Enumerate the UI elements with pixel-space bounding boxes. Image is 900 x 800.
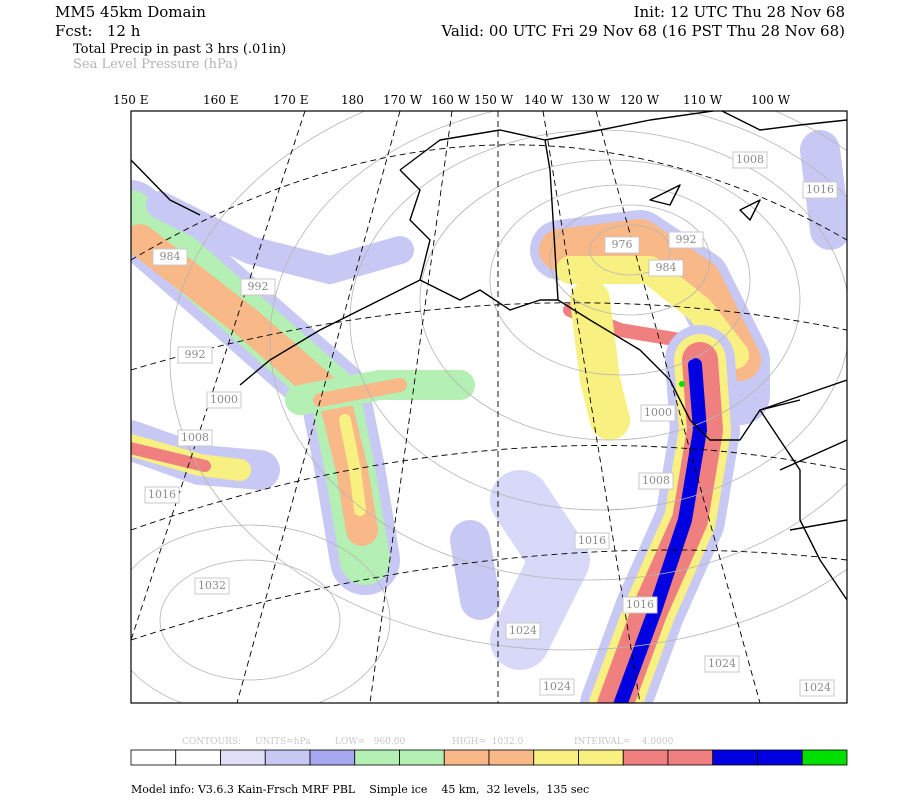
color-bar-cell [354, 749, 400, 766]
longitude-label: 120 W [620, 93, 660, 107]
contours-label: CONTOURS: [182, 737, 241, 747]
color-bar-cell [757, 749, 803, 766]
contour-label: 992 [676, 233, 697, 246]
contour-label: 1016 [626, 598, 654, 611]
color-bar [130, 749, 848, 766]
contour-label-box [668, 231, 704, 249]
model-title: MM5 45km Domain [55, 3, 206, 21]
field-pressure: Sea Level Pressure (hPa) [73, 57, 238, 72]
color-bar-cell [399, 749, 445, 766]
contour-label-box [732, 151, 768, 169]
color-bar-cell [801, 749, 848, 766]
interval-label: INTERVAL= 4.0000 [574, 737, 674, 747]
contour-label-box [177, 346, 213, 364]
contour-label-box [152, 248, 188, 266]
longitude-label: 180 [341, 93, 364, 107]
contour-label: 976 [612, 238, 633, 251]
color-bar-cell [220, 749, 266, 766]
contour-label-box [574, 532, 610, 550]
contour-label-box [604, 236, 640, 254]
color-bar-cell [622, 749, 669, 766]
contour-label-box [144, 486, 180, 504]
color-bar-cell [309, 749, 356, 766]
high-label: HIGH= 1032.0 [452, 737, 523, 747]
contour-label-box [194, 577, 230, 595]
contour-label: 1024 [509, 624, 537, 637]
color-bar-cell [667, 749, 714, 766]
contour-label: 1016 [578, 534, 606, 547]
forecast-hour: Fcst: 12 h [55, 22, 141, 40]
valid-time: Valid: 00 UTC Fri 29 Nov 68 (16 PST Thu … [440, 22, 845, 40]
contour-label-box [638, 472, 674, 490]
color-bar-cell [533, 749, 579, 766]
units-label: UNITS=hPa [255, 737, 311, 747]
longitude-label: 140 W [524, 93, 564, 107]
longitude-label: 160 W [431, 93, 471, 107]
contour-label-box [505, 622, 541, 640]
color-bar-cell [175, 749, 221, 766]
contour-label: 984 [656, 261, 677, 274]
color-bar-cell [712, 749, 758, 766]
contour-labels: 1008 1016 976 992 984 984 992 992 1000 1008 1016 10… [144, 151, 838, 697]
contour-label-box [799, 679, 835, 697]
contour-label: 984 [160, 250, 181, 263]
contour-label: 1032 [198, 579, 226, 592]
contour-label-box [622, 596, 658, 614]
longitude-label: 130 W [571, 93, 611, 107]
low-label: LOW= 960.00 [335, 737, 405, 747]
model-info: Model info: V3.6.3 Kain-Frsch MRF PBL Si… [131, 783, 589, 796]
contour-label-box [704, 655, 740, 673]
contour-label-box [240, 278, 276, 296]
longitude-label: 150 W [474, 93, 514, 107]
longitude-labels: 150 E 160 E 170 E 180 170 W 160 W 150 W 140 W 13… [113, 93, 791, 107]
contour-label: 1008 [736, 153, 764, 166]
contour-label: 992 [248, 280, 269, 293]
contour-label: 1008 [181, 431, 209, 444]
contour-label-box [802, 181, 838, 199]
contour-label: 1000 [210, 393, 238, 406]
longitude-label: 150 E [113, 93, 148, 107]
contour-label: 1016 [806, 183, 834, 196]
contour-label: 1016 [148, 488, 176, 501]
contour-label: 1024 [803, 681, 831, 694]
longitude-label: 160 E [203, 93, 238, 107]
contour-label-box [177, 429, 213, 447]
contour-label: 1024 [543, 680, 571, 693]
contour-label: 1024 [708, 657, 736, 670]
contour-label-box [648, 259, 684, 277]
color-bar-cell [488, 749, 535, 766]
map: 1008 1016 976 992 984 984 992 992 1000 1008 1016 10… [131, 111, 847, 703]
contour-label: 1000 [644, 406, 672, 419]
color-bar-cell [130, 749, 177, 766]
contour-label-box [206, 391, 242, 409]
contour-label: 1008 [642, 474, 670, 487]
color-bar-cell [578, 749, 624, 766]
longitude-label: 100 W [751, 93, 791, 107]
longitude-label: 170 E [273, 93, 308, 107]
init-time: Init: 12 UTC Thu 28 Nov 68 [634, 3, 845, 21]
field-precip: Total Precip in past 3 hrs (.01in) [73, 42, 286, 57]
longitude-label: 110 W [683, 93, 723, 107]
color-bar-cell [264, 749, 311, 766]
contour-label-box [539, 678, 575, 696]
color-bar-cell [443, 749, 490, 766]
contour-label-box [640, 404, 676, 422]
contour-label: 992 [185, 348, 206, 361]
longitude-label: 170 W [383, 93, 423, 107]
